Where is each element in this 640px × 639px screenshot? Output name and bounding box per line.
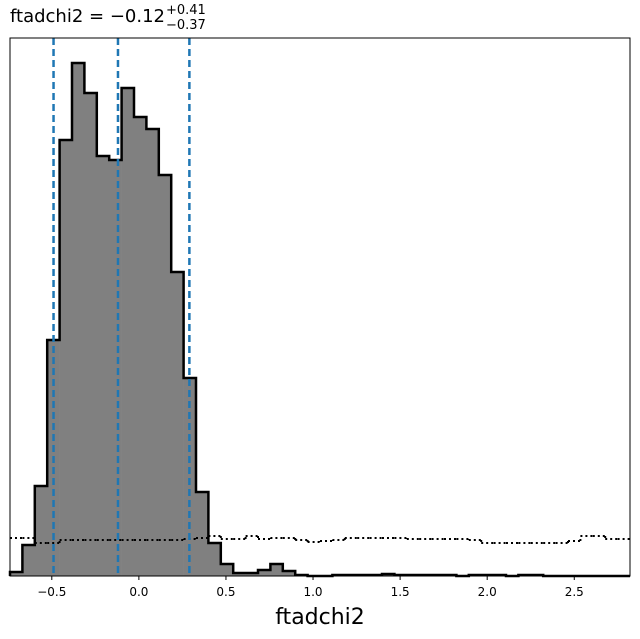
- histogram-bar: [34, 486, 48, 576]
- histogram-bar: [121, 88, 135, 576]
- x-tick-label: 2.0: [478, 585, 497, 599]
- title-sub: −0.37: [166, 18, 206, 33]
- x-tick-label: 1.0: [303, 585, 322, 599]
- histogram-bar: [22, 545, 36, 576]
- x-tick-label: 0.5: [216, 585, 235, 599]
- histogram-outline: [8, 61, 630, 578]
- histogram-bar: [220, 564, 234, 576]
- histogram-bar: [158, 175, 172, 576]
- chart-title: ftadchi2 = −0.12: [10, 6, 165, 27]
- title-sup: +0.41: [166, 3, 206, 18]
- x-tick-label: 1.5: [391, 585, 410, 599]
- histogram-bar: [183, 378, 197, 576]
- histogram-bar: [10, 572, 23, 576]
- x-axis-label: ftadchi2: [275, 605, 365, 630]
- histogram-bar: [245, 573, 259, 576]
- plot-frame: [9, 37, 631, 577]
- histogram-bar: [196, 492, 209, 576]
- x-tick-label: 0.0: [129, 585, 148, 599]
- histogram-bar: [84, 93, 98, 576]
- histogram-bar: [134, 117, 147, 576]
- histogram-bar: [270, 564, 284, 576]
- x-tick-label: −0.5: [37, 585, 66, 599]
- histogram-bar: [72, 63, 85, 576]
- histogram-bar: [59, 140, 73, 576]
- histogram-bar: [109, 160, 122, 576]
- histogram-bar: [233, 573, 246, 576]
- histogram-bar: [258, 570, 271, 576]
- histogram-bar: [282, 571, 296, 576]
- histogram-bar: [208, 543, 222, 576]
- histogram-bar: [96, 156, 110, 576]
- x-tick-label: 2.5: [565, 585, 584, 599]
- histogram-bar: [146, 129, 160, 576]
- histogram-bar: [171, 272, 184, 576]
